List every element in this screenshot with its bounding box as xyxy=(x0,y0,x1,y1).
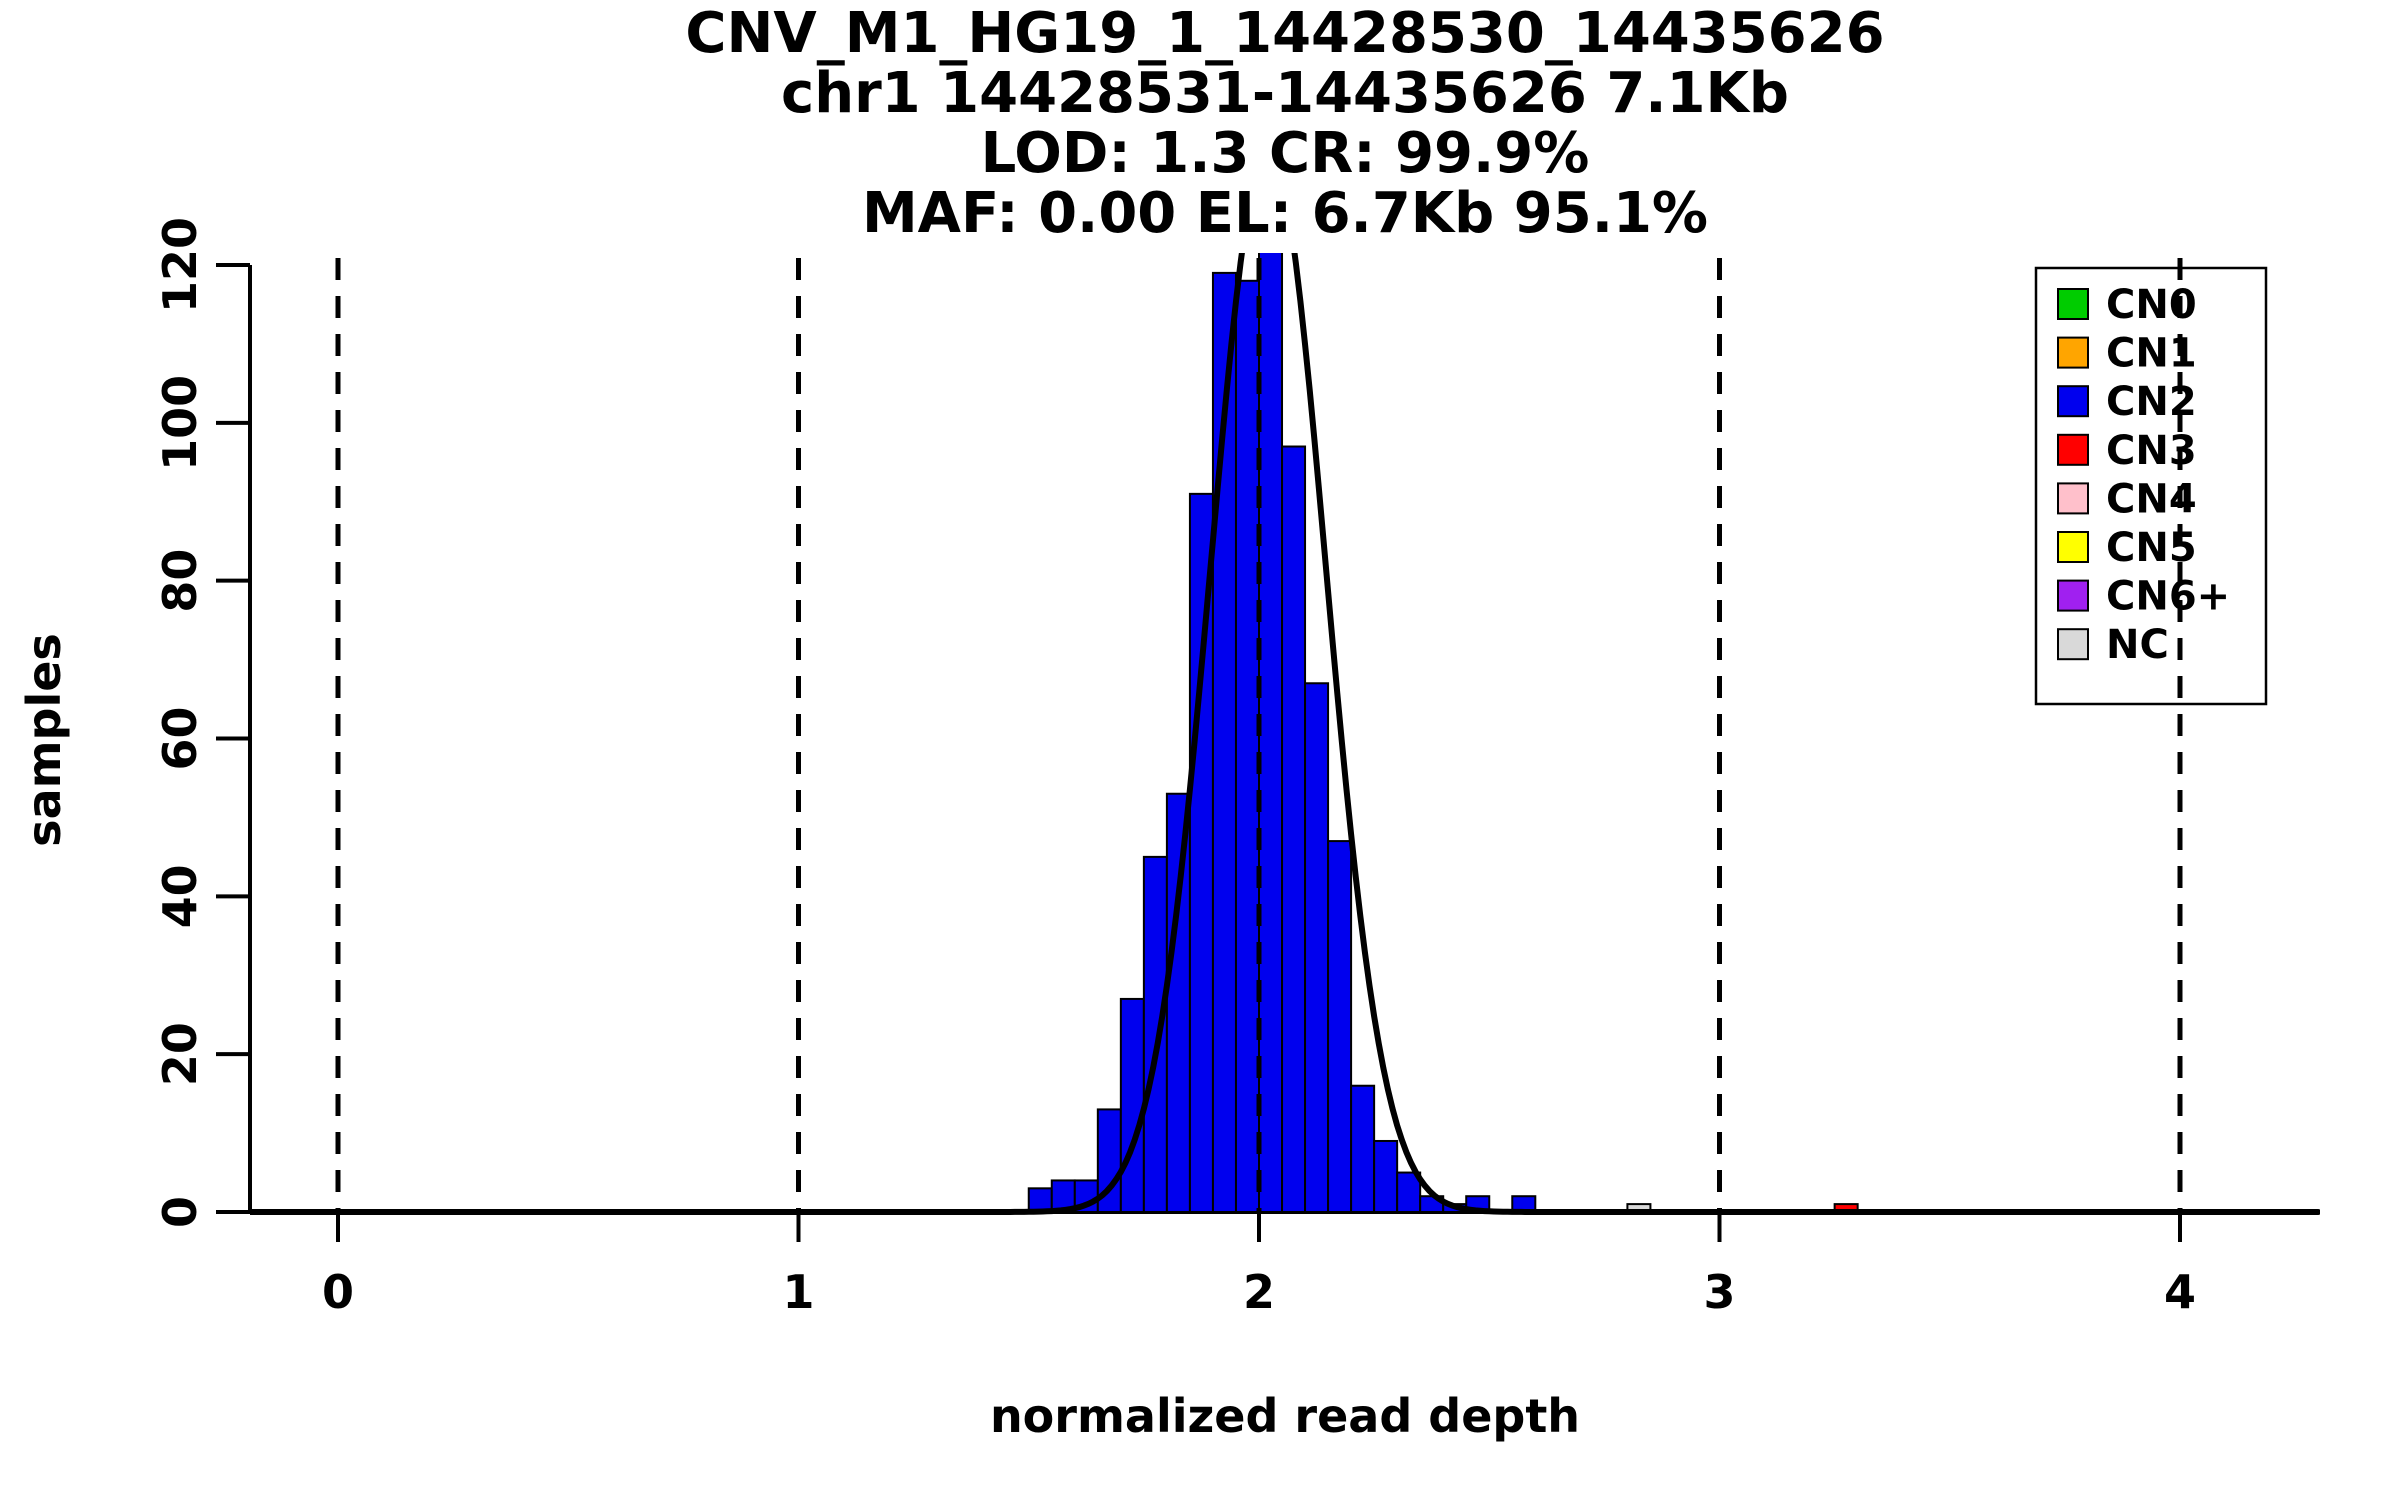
legend-label-CN3: CN3 xyxy=(2106,428,2197,474)
x-tick-label: 4 xyxy=(2164,1265,2196,1319)
legend-label-CN0: CN0 xyxy=(2106,282,2197,328)
chart-title-line-4: MAF: 0.00 EL: 6.7Kb 95.1% xyxy=(862,181,1708,246)
legend-label-CN2: CN2 xyxy=(2106,379,2197,425)
y-tick-label: 60 xyxy=(153,706,207,770)
hist-bar-CN2 xyxy=(1142,855,1168,1213)
chart-title-line-2: chr1 14428531-14435626 7.1Kb xyxy=(781,61,1789,126)
x-tick-label: 0 xyxy=(322,1265,354,1319)
y-tick-label: 0 xyxy=(153,1196,207,1228)
hist-bar-CN2 xyxy=(1234,279,1260,1213)
legend-swatch-NC xyxy=(2057,628,2089,661)
y-tick-label: 120 xyxy=(153,217,207,313)
y-tick-label: 40 xyxy=(153,864,207,928)
legend-swatch-CN4 xyxy=(2057,482,2089,515)
legend-swatch-CN6+ xyxy=(2057,579,2089,612)
hist-bar-CN2 xyxy=(1258,253,1284,1213)
x-tick-label: 3 xyxy=(1703,1265,1735,1319)
chart-title-line-1: CNV_M1_HG19_1_14428530_14435626 xyxy=(685,1,1884,66)
y-axis: 0 20 40 60 80 100 120 xyxy=(153,217,252,1228)
legend-label-NC: NC xyxy=(2106,622,2169,668)
legend-swatch-CN1 xyxy=(2057,336,2089,369)
legend-label-CN1: CN1 xyxy=(2106,331,2197,377)
hist-bar-CN2 xyxy=(1281,445,1307,1213)
legend-label-CN6+: CN6+ xyxy=(2106,574,2230,620)
hist-bar-CN2 xyxy=(1327,840,1353,1213)
legend-label-CN4: CN4 xyxy=(2106,476,2197,522)
chart-title-line-3: LOD: 1.3 CR: 99.9% xyxy=(981,121,1590,186)
x-tick-label: 2 xyxy=(1243,1265,1275,1319)
y-axis-title: samples xyxy=(17,633,71,847)
y-tick-label: 20 xyxy=(153,1022,207,1086)
hist-bar-CN2 xyxy=(1165,792,1191,1213)
x-axis-title: normalized read depth xyxy=(990,1389,1580,1443)
histogram-bars xyxy=(1027,253,1859,1214)
y-tick-label: 100 xyxy=(153,375,207,471)
hist-bar-CN2 xyxy=(1396,1171,1422,1213)
legend-swatch-CN3 xyxy=(2057,433,2089,466)
y-tick-label: 80 xyxy=(153,549,207,613)
legend-swatch-CN2 xyxy=(2057,385,2089,418)
legend-swatch-CN5 xyxy=(2057,531,2089,563)
legend-label-CN5: CN5 xyxy=(2106,525,2197,571)
hist-bar-CN2 xyxy=(1119,997,1145,1213)
hist-bar-CN2 xyxy=(1373,1139,1399,1213)
gaussian-fit-curve xyxy=(250,253,2320,1215)
x-axis: 0 1 2 3 4 xyxy=(250,1210,2319,1319)
x-tick-label: 1 xyxy=(782,1265,814,1319)
hist-bar-CN2 xyxy=(1350,1084,1376,1213)
cn-guide-lines xyxy=(335,258,2183,1212)
hist-bar-CN2 xyxy=(1304,682,1330,1213)
legend-swatch-CN0 xyxy=(2057,288,2089,320)
